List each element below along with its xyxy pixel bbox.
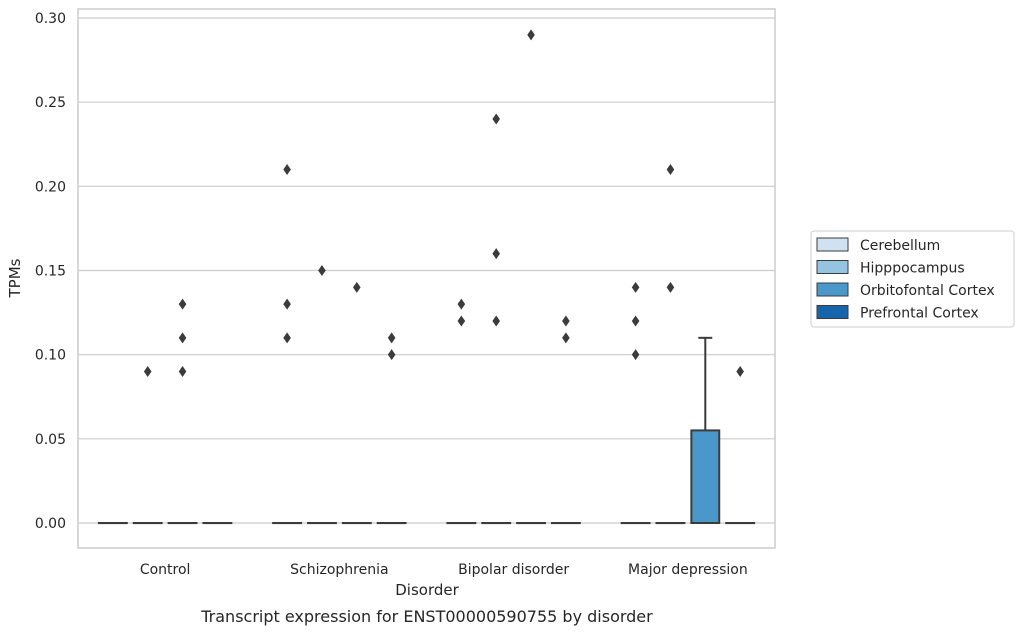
legend-swatch <box>816 260 849 274</box>
outlier-point <box>666 281 675 293</box>
outlier-point <box>666 164 675 175</box>
outlier-point <box>562 315 570 327</box>
y-tick-label: 0.00 <box>35 516 66 532</box>
x-tick-label: Control <box>140 562 191 578</box>
y-tick-label: 0.25 <box>35 95 66 111</box>
y-axis-label: TPMs <box>6 258 24 298</box>
legend-label: Prefrontal Cortex <box>860 306 979 322</box>
legend-label: Orbitofontal Cortex <box>860 283 995 299</box>
y-tick-label: 0.30 <box>35 11 66 27</box>
outlier-point <box>178 298 187 310</box>
legend-label: Hipppocampus <box>860 261 965 277</box>
outlier-point <box>527 29 535 41</box>
legend-swatch <box>816 237 849 252</box>
box <box>690 429 721 524</box>
outlier-point <box>457 315 466 327</box>
outlier-point <box>143 366 152 377</box>
outlier-point <box>492 248 500 260</box>
outlier-point <box>318 265 326 276</box>
outlier-point <box>492 315 500 327</box>
legend: Cerebellum Hipppocampus Orbitofontal Corte… <box>810 230 1015 328</box>
y-tick-label: 0.15 <box>35 264 66 280</box>
x-tick-label: Bipolar disorder <box>458 562 569 578</box>
outlier-point <box>387 349 396 361</box>
outlier-point <box>492 113 500 125</box>
outlier-point <box>562 332 570 344</box>
outlier-points <box>143 29 744 377</box>
box-plots <box>97 336 756 525</box>
x-axis-label: Disorder <box>395 581 459 599</box>
outlier-point <box>283 298 291 310</box>
x-tick-labels: Control Schizophrenia Bipolar disorder Majo… <box>140 562 748 578</box>
chart-caption: Transcript expression for ENST0000059075… <box>200 607 653 626</box>
legend-frame <box>810 230 1015 328</box>
legend-swatch <box>816 282 849 297</box>
y-tick-label: 0.20 <box>35 179 66 195</box>
outlier-point <box>631 349 640 361</box>
legend-swatch <box>816 305 849 319</box>
outlier-point <box>457 298 466 310</box>
legend-label: Cerebellum <box>860 238 940 254</box>
outlier-point <box>178 332 187 344</box>
outlier-point <box>631 315 640 327</box>
outlier-point <box>736 366 744 377</box>
box-3-2 <box>690 336 721 524</box>
outlier-point <box>283 164 291 175</box>
y-tick-label: 0.10 <box>35 348 66 364</box>
x-tick-label: Major depression <box>628 562 748 578</box>
x-tick-label: Schizophrenia <box>290 562 388 578</box>
outlier-point <box>283 332 291 344</box>
outlier-point <box>631 281 640 293</box>
y-tick-label: 0.05 <box>35 432 66 448</box>
plot-frame <box>77 8 776 549</box>
outlier-point <box>178 366 187 377</box>
outlier-point <box>387 332 396 344</box>
outlier-point <box>353 281 361 293</box>
y-tick-labels: 0.00 0.05 0.10 0.15 0.20 0.25 0.30 <box>35 11 66 532</box>
grid-lines <box>78 17 775 524</box>
